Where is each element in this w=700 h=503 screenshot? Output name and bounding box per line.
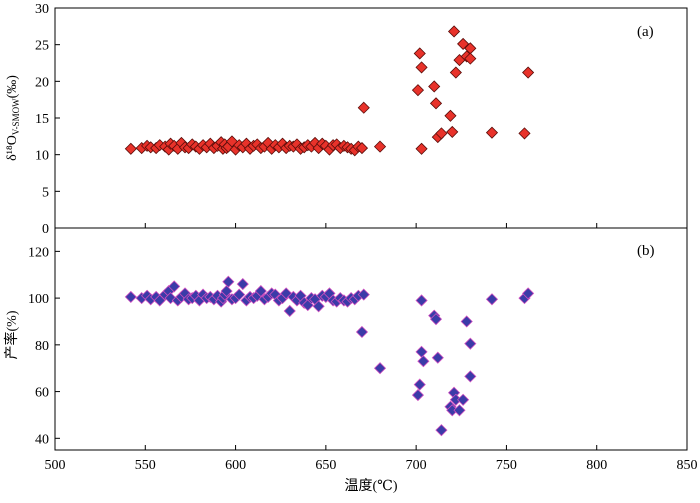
x-tick-label: 750 [496,458,517,473]
panel-b-y-ticks: 40 60 80 100 120 [28,245,60,447]
x-tick-label: 800 [586,458,607,473]
x-tick-label: 850 [677,458,698,473]
panel-b-data-point [457,393,470,406]
panel-b-data-point [522,287,535,300]
panel-a-data-point [428,80,441,93]
panel-b-y-tick-label: 80 [35,339,49,354]
x-tick-label: 700 [406,458,427,473]
panel-a-data-point [485,126,499,139]
panel-a-data-point [413,47,426,60]
panel-b-y-tick-label: 100 [28,292,49,307]
y-title-a-unit: (‰) [5,75,20,99]
panel-a-data-point [355,142,369,155]
x-axis-title: 温度(℃) [345,478,398,494]
panel-b-data-point [429,313,443,326]
x-tick-label: 600 [225,458,246,473]
panel-a-y-axis-title: δ¹⁸OV-SMOW(‰) [5,75,21,161]
panel-b-label: (b) [637,243,655,259]
y-title-a-subscript: V-SMOW [11,98,21,135]
panel-b-data-point [168,280,181,293]
panel-b-data-point [435,424,448,437]
panel-b-data-point [464,370,477,383]
panel-a-y-tick-label: 20 [35,75,49,90]
panel-b-frame [54,227,688,451]
panel-b-data-point [220,285,233,298]
panel-b-data-point [431,351,444,364]
panel-a-data-point [518,127,531,140]
panel-b-x-ticks: 500 550 600 650 700 750 800 850 [45,223,698,473]
panel-a-y-tick-label: 5 [42,185,49,200]
panel-b-data-point [464,337,477,350]
panel-b-data-point [254,285,267,298]
panel-a-y-tick-label: 25 [35,39,49,54]
panel-b: 40 60 80 100 120 500 550 600 650 700 750 800 850 (b… [3,223,698,494]
panel-a-y-tick-label: 0 [42,222,49,237]
panel-b-data-point [233,288,246,301]
panel-a-data-point [124,142,137,155]
panel-a: 0 5 10 15 20 25 30 (a) δ¹⁸OV-SMOW(‰) [5,2,688,237]
panel-b-data-point [236,278,249,291]
panel-b-data-point [460,315,473,328]
panel-a-y-tick-label: 15 [35,112,49,127]
panel-b-y-tick-label: 120 [28,245,49,260]
panel-b-data-point [357,288,370,301]
panel-b-data-point [373,362,387,375]
x-tick-label: 650 [315,458,336,473]
panel-b-data-point [453,404,466,417]
panel-a-data-point [446,125,459,138]
panel-b-points [124,275,535,437]
x-tick-label: 500 [45,458,66,473]
panel-b-y-tick-label: 60 [35,386,49,401]
panel-b-data-point [124,290,137,304]
panel-a-label: (a) [637,24,654,40]
panel-b-y-axis-title: 产率(%) [3,310,20,359]
panel-b-data-point [312,300,325,313]
panel-a-y-tick-label: 30 [35,2,49,17]
panel-a-data-point [449,66,462,79]
panel-b-data-point [415,294,428,307]
panel-a-data-point [357,101,370,114]
panel-a-data-point [435,127,448,140]
panel-a-data-point [415,61,428,74]
x-tick-label: 550 [135,458,156,473]
panel-a-data-point [447,25,461,38]
panel-a-data-point [373,140,387,153]
y-title-a-main: δ¹⁸O [5,135,20,161]
panel-b-data-point [355,325,369,339]
panel-a-y-ticks: 0 5 10 15 20 25 30 [35,2,60,237]
panel-b-data-point [411,389,425,402]
panel-b-data-point [283,304,296,318]
panel-a-points [124,25,535,157]
panel-b-data-point [415,345,428,358]
panel-a-data-point [522,66,535,79]
panel-a-data-point [457,37,470,50]
panel-a-data-point [429,97,443,110]
panel-a-y-tick-label: 10 [35,149,49,164]
panel-a-data-point [464,52,477,65]
panel-a-data-point [415,142,428,155]
panel-b-y-tick-label: 40 [35,432,49,447]
panel-b-data-point [485,293,499,306]
panel-b-data-point [413,378,426,391]
panel-b-data-point [222,275,235,288]
panel-a-frame [54,7,688,229]
panel-a-data-point [411,84,425,97]
panel-b-data-point [417,355,430,368]
panel-a-data-point [444,109,457,122]
